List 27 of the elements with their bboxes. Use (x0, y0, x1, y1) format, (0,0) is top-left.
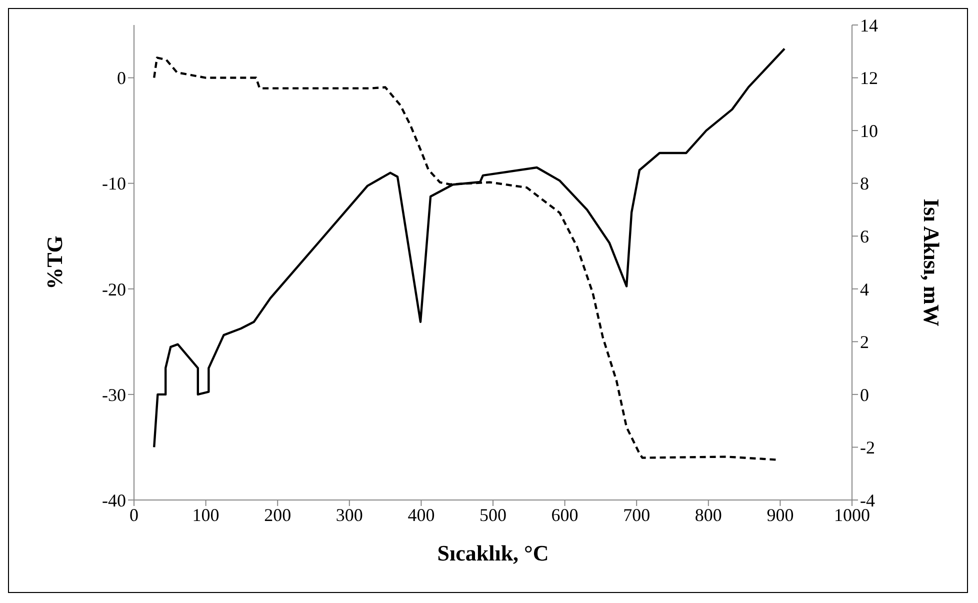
y2-tick-label: 6 (860, 226, 869, 246)
y2-tick-label: 2 (860, 332, 869, 352)
y2-tick-label: 4 (860, 279, 869, 300)
y2-tick-label: 8 (860, 174, 869, 194)
y-tick-label: -10 (102, 174, 126, 194)
x-tick-label: 500 (480, 504, 506, 525)
x-tick-label: 100 (192, 504, 220, 525)
y-axis-title: %TG (42, 236, 67, 290)
x-tick-label: 0 (130, 504, 138, 525)
x-tick-label: 300 (336, 504, 363, 525)
x-tick-label: 900 (766, 504, 794, 525)
x-tick-label: 200 (264, 504, 292, 525)
y-tick-label: -40 (102, 490, 126, 510)
y-tick-label: -20 (102, 279, 126, 300)
y-tick-label: -30 (102, 384, 126, 405)
y2-tick-label: 10 (860, 120, 878, 141)
x-tick-label: 600 (551, 504, 578, 525)
y2-axis-title: Isı Akısı, mW (919, 198, 944, 326)
y-tick-label: 0 (117, 68, 126, 88)
y2-tick-label: -2 (860, 438, 875, 458)
x-axis-title: Sıcaklık, °C (437, 540, 549, 566)
y2-tick-label: 14 (860, 15, 878, 36)
x-tick-label: 400 (408, 504, 435, 525)
y2-tick-label: 0 (860, 384, 869, 405)
x-tick-label: 800 (694, 504, 722, 525)
x-tick-label: 700 (623, 504, 650, 525)
y2-tick-label: 12 (860, 68, 878, 88)
